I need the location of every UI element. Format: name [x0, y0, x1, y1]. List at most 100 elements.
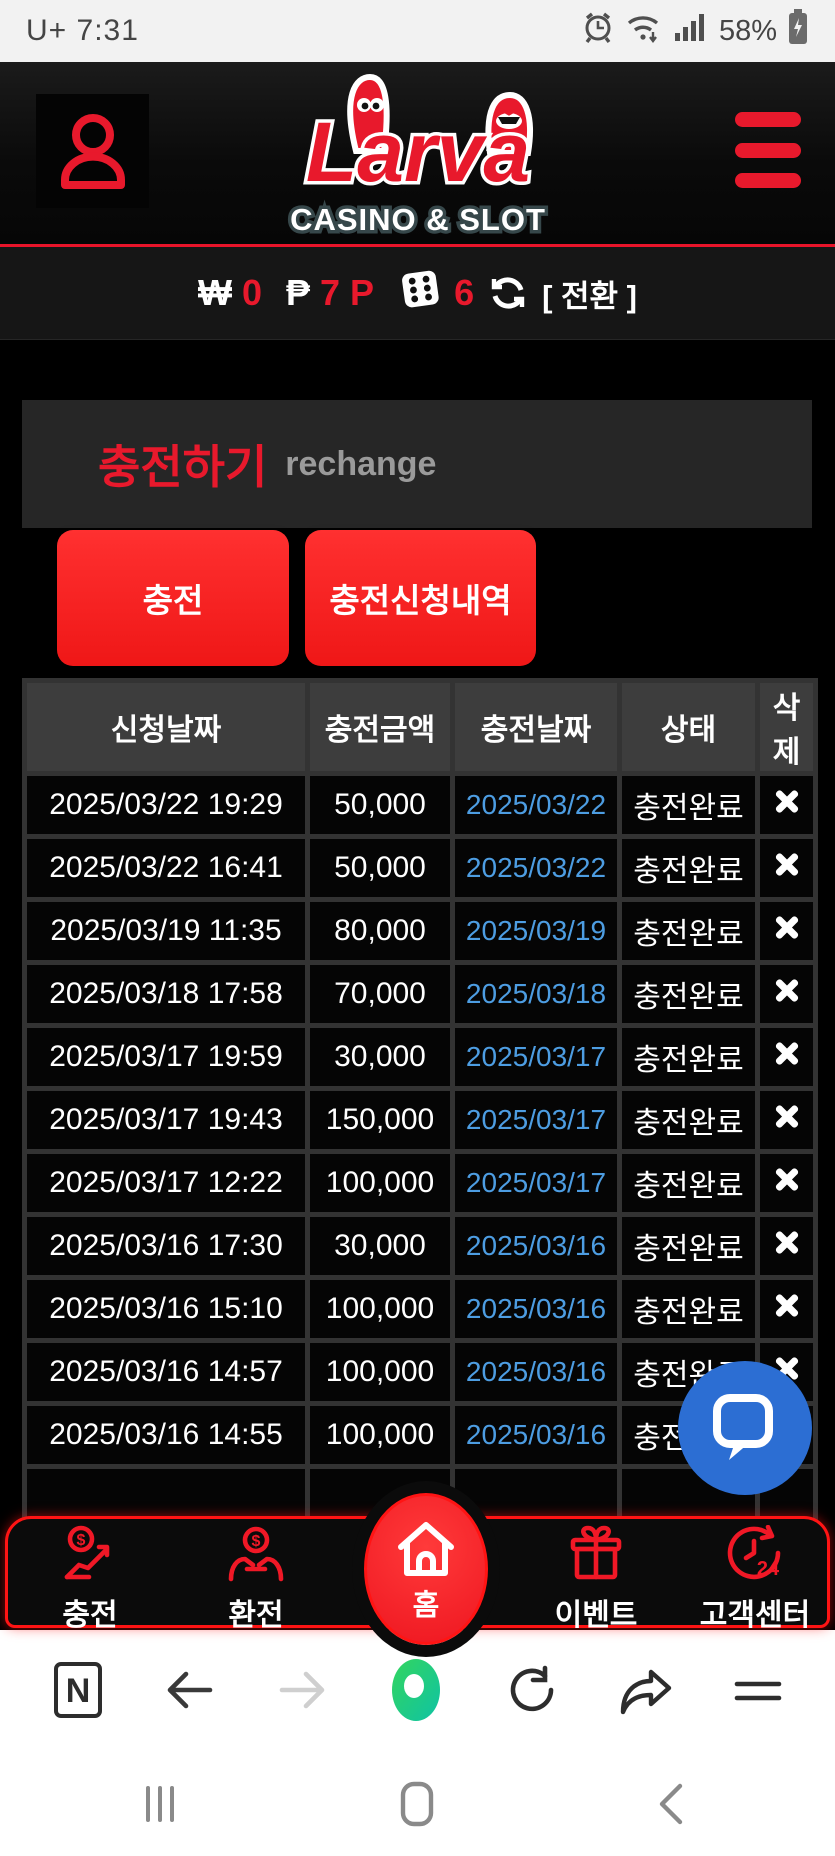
hamburger-menu-button[interactable] [735, 106, 801, 194]
chat-bubble-icon [713, 1394, 773, 1460]
clock-label: 7:31 [76, 14, 139, 47]
delete-row-button[interactable] [773, 787, 801, 815]
charge-date-link[interactable]: 2025/03/16 [465, 1356, 607, 1387]
back-chevron-icon[interactable] [632, 1774, 712, 1834]
delete-row-button[interactable] [773, 1039, 801, 1067]
delete-row-button[interactable] [773, 1165, 801, 1193]
charge-date-link[interactable]: 2025/03/19 [465, 915, 607, 946]
cell-status: 충전완료 [617, 1023, 760, 1091]
charge-date-link[interactable]: 2025/03/18 [465, 978, 607, 1009]
convert-link[interactable]: [ 전환 ] [542, 278, 638, 314]
charge-date-link[interactable]: 2025/03/17 [465, 1167, 607, 1198]
tabs-menu-icon[interactable] [733, 1672, 783, 1708]
home-pill-icon[interactable] [377, 1774, 457, 1834]
live-chat-button[interactable] [678, 1361, 812, 1495]
cell-applied-date: 2025/03/16 17:30 [22, 1212, 310, 1280]
cell-charge-date: 2025/03/22 [450, 834, 622, 902]
cell-amount: 30,000 [305, 1023, 455, 1091]
reload-icon[interactable] [505, 1664, 557, 1716]
cell-charge-date: 2025/03/16 [450, 1338, 622, 1406]
status-bar: U+ 7:31 [0, 0, 835, 62]
cell-amount: 50,000 [305, 771, 455, 839]
cell-charge-date: 2025/03/18 [450, 960, 622, 1028]
charge-date-link[interactable]: 2025/03/16 [465, 1230, 607, 1261]
browser-toolbar: N [0, 1630, 835, 1750]
delete-row-button[interactable] [773, 850, 801, 878]
battery-charging-icon [787, 8, 809, 54]
nav-label-home: 홈 [412, 1589, 440, 1622]
refresh-balance-button[interactable] [488, 273, 528, 313]
profile-button[interactable] [36, 94, 149, 208]
share-icon[interactable] [617, 1664, 673, 1716]
svg-text:$: $ [77, 1532, 86, 1549]
charge-date-link[interactable]: 2025/03/16 [465, 1419, 607, 1450]
charge-history-button[interactable]: 충전신청내역 [305, 530, 536, 666]
delete-row-button[interactable] [773, 1102, 801, 1130]
charge-date-link[interactable]: 2025/03/22 [465, 789, 607, 820]
carrier-and-time: U+ 7:31 [26, 14, 139, 48]
krw-balance-value: 0 [241, 272, 262, 313]
balance-bar: ₩ 0 ₱ 7 P 6 [ 전환 ] [0, 247, 835, 340]
cell-amount: 100,000 [305, 1338, 455, 1406]
cell-charge-date: 2025/03/16 [450, 1401, 622, 1469]
cell-status: 충전완료 [617, 960, 760, 1028]
nav-item-event[interactable]: 이벤트 [526, 1519, 666, 1632]
cell-delete [755, 1212, 818, 1280]
cell-charge-date: 2025/03/16 [450, 1275, 622, 1343]
naver-app-icon[interactable]: N [52, 1661, 104, 1719]
cell-status: 충전완료 [617, 834, 760, 902]
svg-text:N: N [66, 1672, 91, 1710]
hamburger-icon [735, 112, 801, 127]
cell-applied-date: 2025/03/17 19:43 [22, 1086, 310, 1154]
svg-text:$: $ [252, 1533, 261, 1550]
cell-applied-date: 2025/03/17 19:59 [22, 1023, 310, 1091]
cell-amount: 100,000 [305, 1275, 455, 1343]
green-dot-icon[interactable] [387, 1657, 445, 1723]
hand-coin-icon: $ [59, 1525, 121, 1588]
support-24-icon: 24 [724, 1524, 786, 1588]
cell-applied-date: 2025/03/18 17:58 [22, 960, 310, 1028]
cell-applied-date: 2025/03/17 12:22 [22, 1149, 310, 1217]
cell-applied-date: 2025/03/16 14:57 [22, 1338, 310, 1406]
recents-icon[interactable] [120, 1774, 200, 1834]
recharge-history-table: 신청날짜 충전금액 충전날짜 상태 삭제 2025/03/22 19:29 50,… [22, 678, 818, 1532]
table-row: 2025/03/17 19:43 150,000 2025/03/17 충전완료 [22, 1086, 818, 1154]
php-symbol: ₱ [286, 272, 311, 313]
table-row: 2025/03/19 11:35 80,000 2025/03/19 충전완료 [22, 897, 818, 965]
charge-date-link[interactable]: 2025/03/17 [465, 1104, 607, 1135]
cell-status: 충전완료 [617, 1212, 760, 1280]
signal-icon [674, 11, 709, 51]
delete-row-button[interactable] [773, 1291, 801, 1319]
forward-icon[interactable] [276, 1666, 328, 1714]
alarm-icon [581, 10, 615, 52]
delete-row-button[interactable] [773, 913, 801, 941]
cell-applied-date: 2025/03/19 11:35 [22, 897, 310, 965]
table-row: 2025/03/17 12:22 100,000 2025/03/17 충전완료 [22, 1149, 818, 1217]
delete-row-button[interactable] [773, 976, 801, 1004]
nav-label-support: 고객센터 [699, 1599, 811, 1632]
charge-date-link[interactable]: 2025/03/16 [465, 1293, 607, 1324]
charge-date-link[interactable]: 2025/03/22 [465, 852, 607, 883]
cell-delete [755, 771, 818, 839]
nav-item-home[interactable]: 홈 [364, 1493, 488, 1645]
cell-amount: 100,000 [305, 1149, 455, 1217]
cell-amount: 150,000 [305, 1086, 455, 1154]
nav-item-charge[interactable]: $ 충전 [20, 1519, 160, 1632]
cell-delete [755, 1149, 818, 1217]
delete-row-button[interactable] [773, 1228, 801, 1256]
charge-button[interactable]: 충전 [57, 530, 289, 666]
cell-delete [755, 960, 818, 1028]
site-logo[interactable]: Larva CASINO & SLOT [238, 64, 598, 246]
nav-item-exchange[interactable]: $ 환전 [186, 1519, 326, 1632]
page-title: 충전하기 [98, 441, 268, 493]
cell-applied-date: 2025/03/22 16:41 [22, 834, 310, 902]
nav-item-support[interactable]: 24 고객센터 [680, 1519, 830, 1632]
page-subtitle: rechange [285, 444, 437, 483]
cell-status: 충전완료 [617, 771, 760, 839]
cell-charge-date: 2025/03/16 [450, 1212, 622, 1280]
table-row: 2025/03/22 19:29 50,000 2025/03/22 충전완료 [22, 771, 818, 839]
cell-status: 충전완료 [617, 1149, 760, 1217]
back-icon[interactable] [164, 1666, 216, 1714]
charge-date-link[interactable]: 2025/03/17 [465, 1041, 607, 1072]
